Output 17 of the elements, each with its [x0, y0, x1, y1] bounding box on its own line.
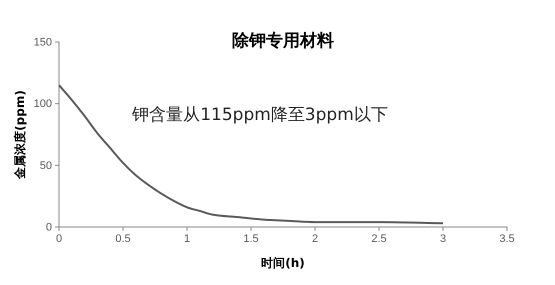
y-tick-label: 150: [34, 36, 52, 49]
x-tick-label: 1: [184, 232, 190, 245]
x-tick-label: 2.5: [371, 232, 387, 245]
x-tick-label: 0: [56, 232, 62, 245]
x-tick-label: 0.5: [115, 232, 131, 245]
y-axis-title: 金属浓度(ppm): [13, 90, 27, 180]
line-series: [58, 84, 444, 224]
x-tick-label: 1.5: [243, 232, 259, 245]
chart-title: 除钾专用材料: [232, 31, 334, 51]
annotation: 钾含量从115ppm降至3ppm以下: [131, 105, 388, 125]
x-tick-label: 2: [312, 232, 318, 245]
y-tick-label: 100: [34, 98, 52, 110]
x-axis-title: 时间(h): [261, 256, 305, 270]
x-tick-label: 3.5: [499, 232, 515, 245]
y-tick-label: 0: [46, 222, 52, 234]
y-tick-label: 50: [40, 160, 52, 172]
x-tick-label: 3: [440, 232, 446, 245]
